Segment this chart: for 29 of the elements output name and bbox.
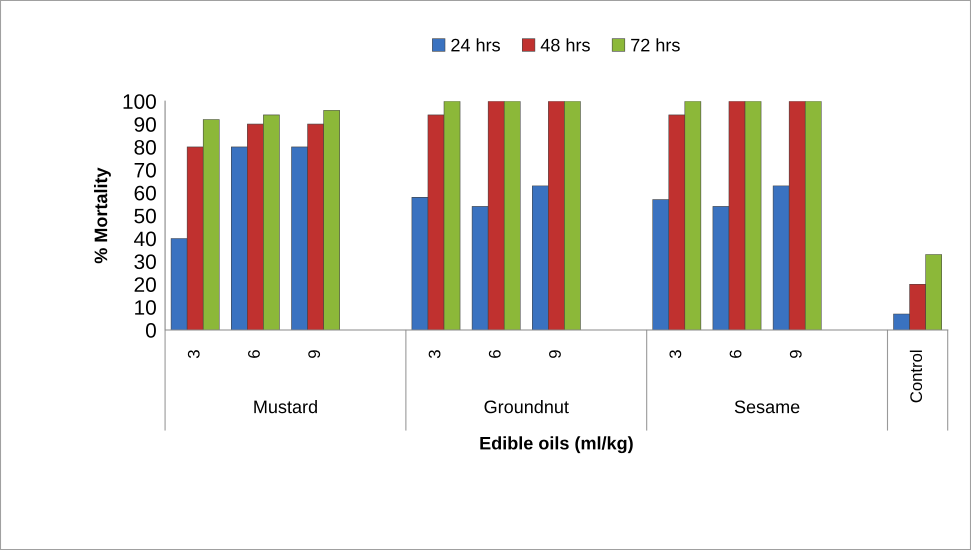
y-tick-label: 40 (134, 231, 156, 246)
text: Groundnut (484, 400, 569, 414)
x-tick-label: 3 (188, 350, 200, 358)
x-tick-label: 3 (669, 350, 682, 358)
x-tick-label: 6 (730, 350, 742, 358)
y-tick-label: 90 (134, 117, 156, 132)
x-tick-label: 6 (248, 350, 260, 358)
x-tick-label: Control (910, 350, 922, 402)
x-tick-label: 9 (308, 350, 320, 358)
y-tick-label: 50 (134, 208, 156, 224)
x-tick-label: 6 (488, 350, 501, 358)
legend-label: 48 hrs (540, 38, 590, 52)
x-tick-label: 9 (790, 350, 802, 358)
y-tick-label: 10 (135, 300, 156, 315)
y-tick-label: 80 (134, 140, 156, 155)
y-tick-label: 70 (134, 162, 156, 178)
x-tick-label: 3 (428, 350, 440, 358)
y-tick-label: 30 (134, 254, 156, 270)
y-axis-title: % Mortality (94, 168, 111, 264)
legend-label: 72 hrs (631, 38, 680, 52)
y-tick-label: 20 (134, 277, 156, 292)
text: Sesame (734, 400, 800, 414)
y-tick-label: 0 (146, 323, 156, 338)
text: Mustard (254, 400, 317, 414)
legend-label: 24 hrs (451, 38, 500, 52)
y-tick-label: 60 (134, 186, 156, 200)
x-tick-label: 9 (549, 350, 561, 358)
x-axis-title: Edible oils (ml/kg) (480, 436, 633, 454)
y-tick-label: 100 (124, 94, 156, 109)
